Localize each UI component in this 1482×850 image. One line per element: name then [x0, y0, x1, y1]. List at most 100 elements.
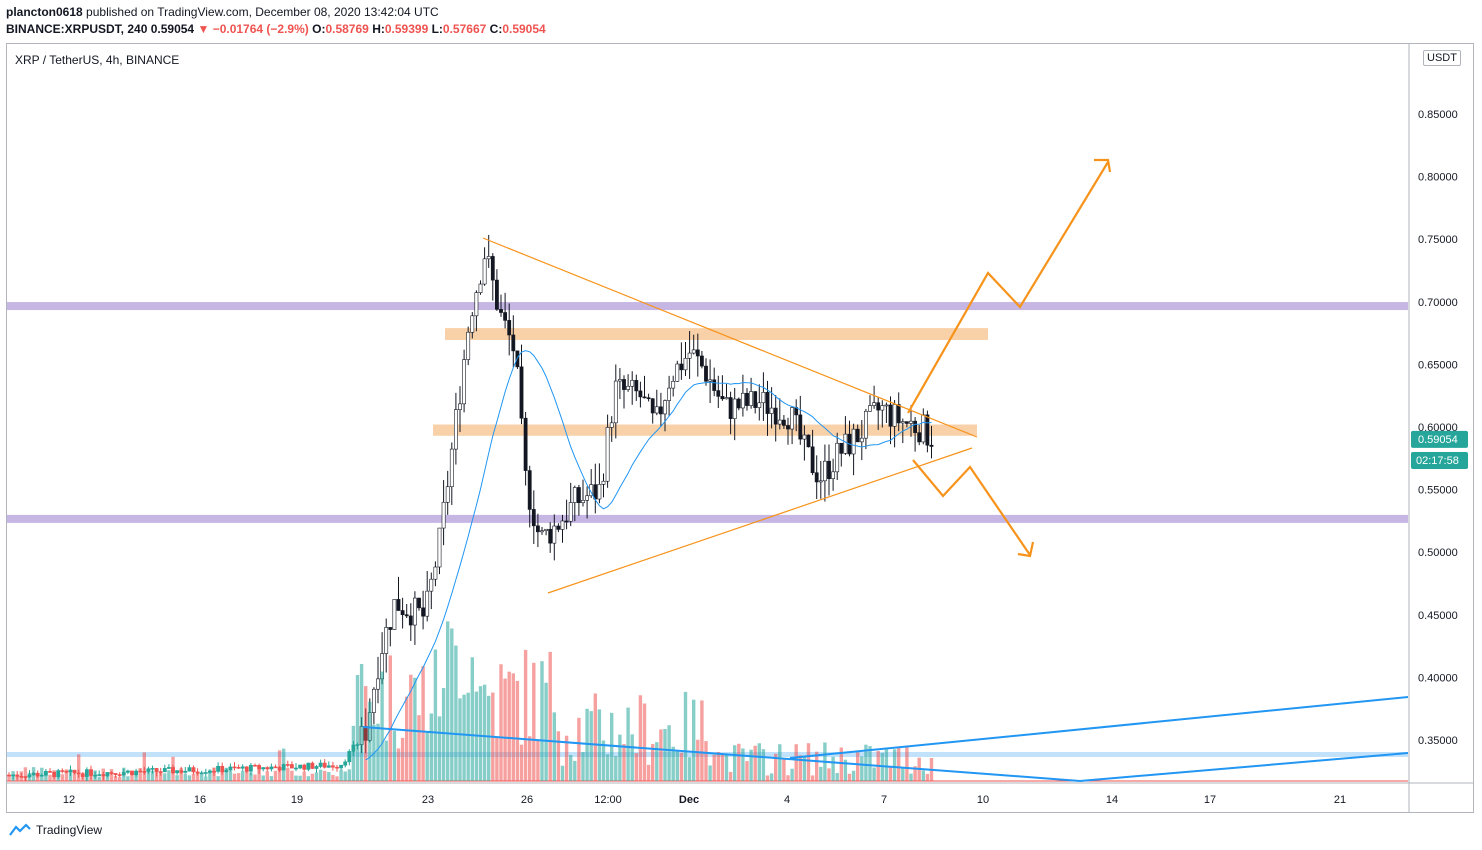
- volume-bar: [421, 666, 425, 781]
- volume-bar: [122, 767, 126, 781]
- candle-body: [802, 434, 807, 440]
- volume-bar: [482, 684, 487, 781]
- candle-body: [154, 768, 159, 772]
- volume-bar: [376, 723, 380, 781]
- volume-bar: [195, 771, 200, 781]
- volume-bar: [655, 742, 659, 781]
- volume-bar: [798, 755, 802, 781]
- candle-body: [671, 380, 676, 389]
- volume-bar: [204, 776, 208, 781]
- candle-body: [544, 528, 549, 531]
- candle-body: [236, 767, 241, 769]
- candle-body: [523, 417, 528, 471]
- bearish-projection-arrow: [912, 459, 1031, 556]
- volume-bar: [671, 746, 675, 781]
- volume-bar: [351, 725, 356, 781]
- volume-bar: [552, 712, 556, 781]
- volume-bar: [60, 774, 64, 781]
- volume-downtrend-line: [362, 726, 1081, 782]
- candle-body: [872, 402, 877, 406]
- symbol-label: BINANCE:XRPUSDT, 240: [6, 22, 148, 36]
- volume-bar: [610, 712, 614, 781]
- candle-body: [663, 400, 667, 415]
- candle-body: [630, 380, 635, 387]
- candle-body: [601, 480, 606, 485]
- candle-body: [765, 392, 770, 414]
- open-value: 0.58769: [325, 22, 369, 36]
- axis-unit-badge[interactable]: USDT: [1423, 50, 1461, 66]
- volume-bar: [302, 771, 306, 781]
- candle-body: [289, 764, 294, 769]
- volume-bar: [560, 765, 565, 781]
- candle-body: [667, 387, 672, 401]
- volume-bar: [163, 773, 167, 781]
- candle-body: [896, 404, 901, 424]
- volume-bar: [806, 743, 811, 781]
- candle-body: [388, 627, 393, 630]
- volume-bar: [892, 749, 897, 781]
- candle-body: [654, 406, 659, 414]
- volume-bar: [154, 771, 159, 781]
- volume-bar: [81, 772, 85, 781]
- footer-brand[interactable]: TradingView: [36, 823, 103, 837]
- volume-bar: [261, 775, 265, 781]
- volume-bar: [396, 748, 401, 781]
- candle-body: [818, 480, 823, 483]
- volume-bar: [405, 696, 409, 781]
- volume-bar: [782, 758, 786, 781]
- volume-bar: [470, 657, 474, 781]
- moving-average-line: [365, 350, 932, 761]
- candle-body: [429, 578, 434, 592]
- candle-body: [781, 419, 786, 426]
- countdown-tag: 02:17:58: [1416, 455, 1459, 467]
- volume-bar: [220, 767, 224, 781]
- candle-body: [855, 428, 860, 443]
- candle-body: [322, 762, 327, 768]
- change-value: −0.01764 (−2.9%): [212, 22, 309, 36]
- volume-bar: [347, 769, 351, 781]
- y-tick-label: 0.80000: [1418, 172, 1458, 184]
- volume-bar: [446, 621, 450, 781]
- publisher-name[interactable]: plancton0618: [6, 5, 83, 19]
- volume-bar: [577, 717, 581, 781]
- candle-body: [679, 363, 684, 371]
- candle-body: [757, 402, 762, 408]
- volume-bar: [515, 680, 520, 781]
- y-tick-label: 0.55000: [1418, 485, 1458, 497]
- candle-body: [732, 398, 737, 419]
- volume-bar: [659, 729, 663, 781]
- volume-bar: [614, 755, 618, 781]
- volume-bar: [897, 746, 901, 781]
- candle-body: [564, 520, 569, 523]
- chart-frame[interactable]: [6, 43, 1474, 813]
- volume-bar: [618, 734, 622, 781]
- volume-bar: [245, 767, 249, 781]
- candle-body: [708, 379, 713, 382]
- volume-bar: [138, 768, 142, 781]
- candle-body: [868, 405, 872, 412]
- volume-bar: [273, 770, 278, 781]
- candle-body: [880, 405, 885, 411]
- candle-body: [810, 446, 815, 474]
- candle-body: [240, 766, 245, 769]
- y-tick-label: 0.75000: [1418, 234, 1458, 246]
- volume-bar: [528, 736, 532, 781]
- candle-body: [913, 420, 918, 433]
- candle-body: [749, 391, 754, 406]
- volume-bar: [741, 748, 745, 781]
- candle-body: [486, 256, 491, 260]
- volume-bar: [134, 771, 138, 781]
- candle-body: [445, 486, 450, 503]
- candle-body: [613, 380, 618, 424]
- volume-bar: [150, 770, 155, 781]
- candle-body: [859, 437, 864, 443]
- candle-body: [745, 392, 749, 406]
- volume-bar: [651, 744, 655, 781]
- candle-body: [650, 398, 655, 414]
- volume-bar: [56, 772, 60, 781]
- volume-bar: [417, 715, 421, 781]
- candle-body: [572, 487, 577, 503]
- candle-body: [638, 390, 643, 398]
- volume-bar: [175, 775, 179, 781]
